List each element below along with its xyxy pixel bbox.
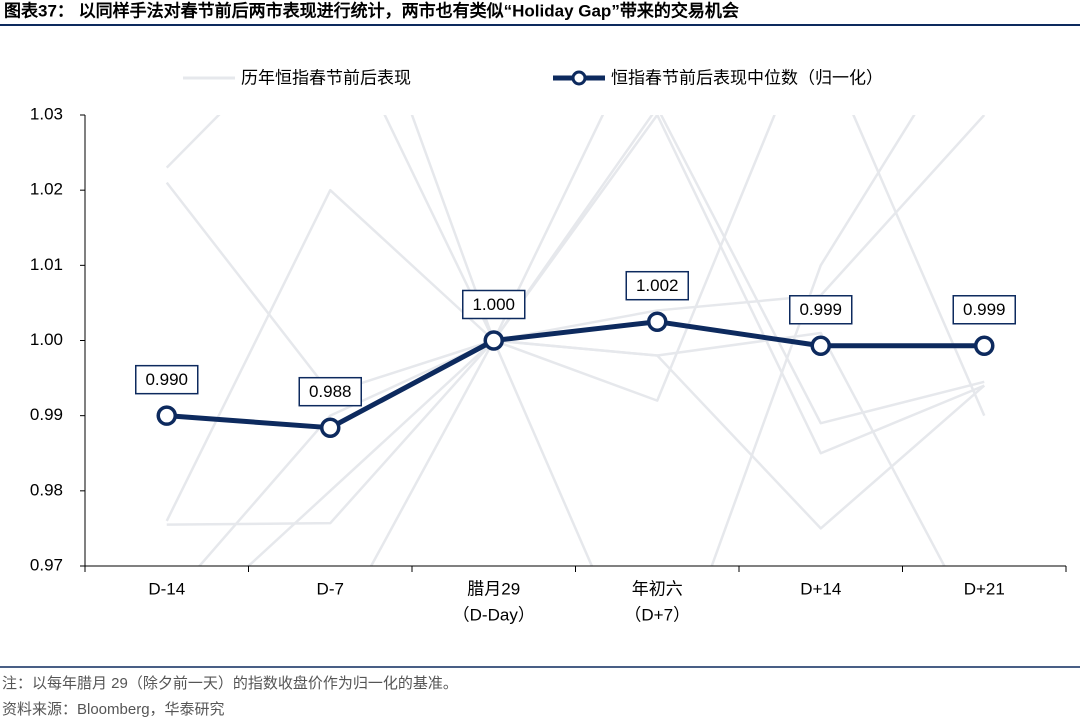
y-tick-label: 0.97	[30, 555, 63, 574]
label-box	[952, 295, 1016, 325]
median-point	[810, 335, 831, 357]
data-label: 0.999	[963, 300, 1006, 319]
history-line	[165, 115, 776, 522]
source: 资料来源：Bloomberg，华泰研究	[2, 701, 225, 718]
x-tick-label: D+21	[964, 579, 1005, 598]
data-label: 1.002	[636, 276, 679, 295]
y-tick-label: 1.02	[30, 180, 63, 199]
data-label: 0.999	[799, 300, 842, 319]
label-box	[298, 376, 362, 407]
y-tick-label: 1.00	[30, 330, 63, 349]
x-tick-label: D-14	[148, 579, 185, 598]
x-tick-label: （D-Day）	[453, 605, 535, 624]
legend-marker	[571, 70, 587, 86]
label-box	[789, 295, 853, 325]
data-label: 0.990	[145, 370, 188, 389]
label-box	[625, 270, 689, 301]
median-point	[483, 330, 504, 351]
history-line	[410, 115, 986, 417]
history-line	[165, 115, 986, 395]
median-point	[647, 311, 668, 332]
history-line	[369, 115, 916, 566]
median-point	[320, 417, 341, 438]
y-tick-label: 1.01	[30, 255, 63, 274]
y-tick-label: 0.98	[30, 480, 63, 499]
history-line	[246, 115, 985, 566]
x-tick-label: 腊月29	[467, 579, 520, 598]
legend-label: 恒指春节前后表现中位数（归一化）	[611, 68, 883, 87]
data-label: 0.988	[309, 382, 352, 401]
history-line	[166, 115, 985, 526]
history-line	[197, 331, 946, 566]
x-tick-label: （D+7）	[624, 605, 690, 624]
median-point	[156, 405, 177, 426]
label-box	[462, 289, 526, 320]
data-label: 1.000	[472, 295, 515, 314]
legend-label: 历年恒指春节前后表现	[241, 68, 411, 87]
x-tick-label: 年初六	[632, 579, 683, 598]
y-tick-label: 1.03	[30, 104, 63, 123]
y-tick-label: 0.99	[30, 405, 63, 424]
x-tick-label: D-7	[317, 579, 344, 598]
plot-area	[165, 115, 986, 566]
chart-title: 图表37： 以同样手法对春节前后两市表现进行统计，两市也有类似“Holiday …	[4, 0, 739, 20]
note: 注：以每年腊月 29（除夕前一天）的指数收盘价作为归一化的基准。	[2, 674, 458, 692]
x-tick-label: D+14	[800, 579, 841, 598]
median-point	[974, 335, 995, 357]
median-line	[166, 319, 985, 431]
label-box	[135, 364, 199, 395]
